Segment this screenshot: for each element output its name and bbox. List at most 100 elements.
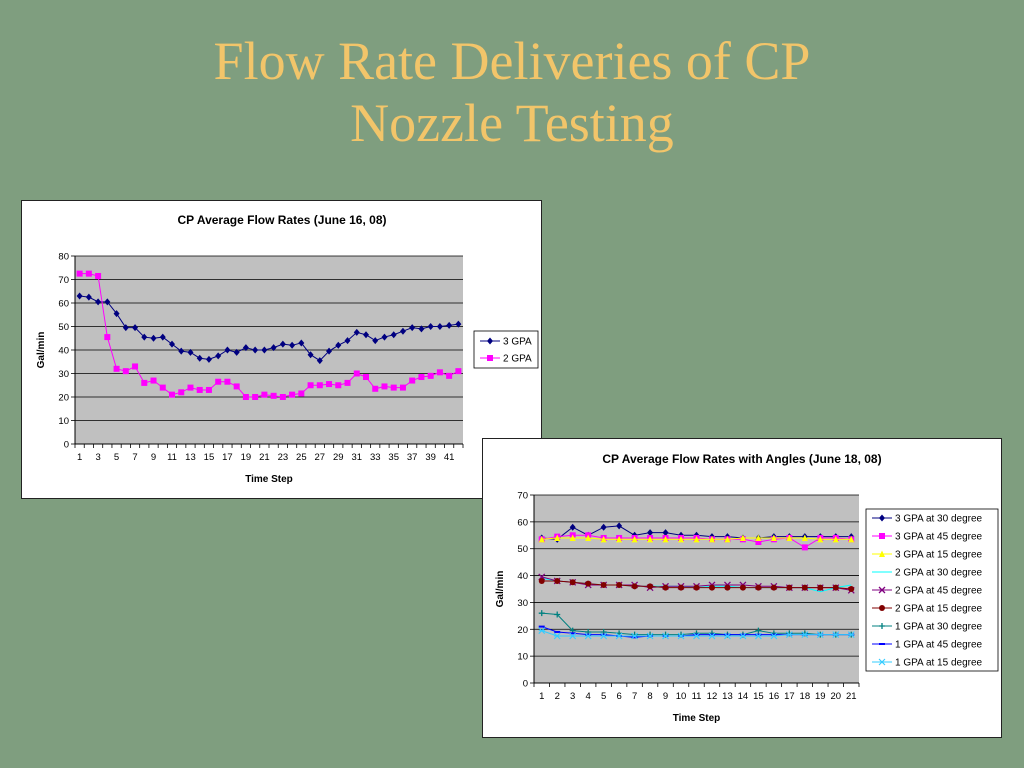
chart-1-series-1-point [150,334,157,342]
chart-2-ytick-label: 0 [523,679,528,690]
chart-june-16-svg: CP Average Flow Rates (June 16, 08) 0 10 20… [36,213,539,485]
chart-1-series-1-point [326,347,333,355]
chart-2-series-9-point [677,632,685,640]
chart-1-series-1-point [242,344,249,352]
chart-2-series-6-point [832,584,839,591]
chart-2-series-3-point [817,535,824,543]
chart-1-series-2-point [427,372,434,379]
chart-2-title: CP Average Flow Rates with Angles (June … [602,452,881,466]
chart-2-legend-marker [879,550,885,557]
chart-1-legend-box [473,330,539,369]
chart-1-series-1-point [261,346,268,354]
chart-1-legend-marker [487,337,493,345]
chart-1-series-1 [76,292,462,365]
chart-1-series-2-point [289,391,296,398]
chart-2-series-9-point [600,632,608,640]
chart-1-series-2-point [95,272,102,279]
chart-1-series-1-point [436,323,443,330]
chart-2-legend-marker [879,533,885,539]
chart-2-series-3-point [554,534,561,541]
chart-2-series-1-point [569,523,576,531]
chart-1-series-2-point [418,374,425,381]
chart-2-series-1-point [647,529,654,537]
chart-2-series-9-point [724,632,731,640]
chart-2-legend-label: 3 GPA at 15 degree [895,550,983,561]
chart-2-legend-marker [879,623,885,629]
chart-1-series-1-point [279,340,286,348]
chart-2-series-3-point [848,535,855,543]
chart-1-series-2 [76,270,462,400]
chart-2-xtick-label: 12 [707,691,718,702]
chart-1-series-1-point [372,337,379,345]
chart-1-series-2-point [446,372,453,379]
chart-2-series-6 [538,577,855,592]
chart-1-ytick-label: 20 [58,393,69,404]
chart-2-xtick-label: 14 [738,691,749,702]
chart-1-series-2-point [436,369,443,376]
chart-1-series-1-point [196,354,203,362]
chart-1-ylabel: Gal/min [36,332,47,369]
chart-1-series-2-point [187,384,194,391]
chart-2-series-6-point [724,584,731,591]
chart-1-series-2-point [122,368,129,375]
slide-title-line-2: Nozzle Testing [350,93,674,153]
chart-1-series-2-point [363,374,369,381]
chart-1-series-1-point [316,357,323,365]
chart-2-xtick-label: 19 [815,691,826,702]
chart-1-title: CP Average Flow Rates (June 16, 08) [178,213,387,227]
chart-2-ytick-label: 70 [517,491,528,502]
chart-1-series-1-point [455,320,462,328]
chart-1-series-1-point [390,331,397,339]
chart-2-xtick-label: 21 [846,691,857,702]
chart-1-xtick-label: 7 [132,452,137,463]
chart-1-series-2-point [298,390,305,397]
chart-2-series-6-point [616,581,623,588]
chart-2-series-3-point [801,534,808,541]
chart-2-series-9-point [538,627,546,635]
chart-2-series-9-point [662,632,669,640]
chart-2-ylabel: Gal/min [495,571,506,608]
chart-1-series-1-point [178,347,185,355]
chart-1-series-1-point [418,325,425,333]
chart-2-series-7-point [755,627,762,634]
chart-2-series-6-point [678,584,685,591]
chart-1-series-1-point [252,346,259,354]
chart-2-xtick-label: 18 [800,691,811,702]
chart-2-series-9-point [553,632,561,640]
slide-title-line-1: Flow Rate Deliveries of CP [213,31,811,91]
chart-1-series-2-point [326,381,333,388]
chart-2-series-3-point [585,534,592,541]
chart-2-series-6-point [739,584,746,591]
chart-2-series-3-point [662,535,669,543]
chart-1-series-2-point [279,394,286,400]
chart-2-xlabel: Time Step [673,713,721,724]
chart-2-legend-marker [879,514,885,522]
chart-1-series-1-point [141,333,148,341]
chart-1-series-1-point [76,292,83,300]
chart-2-legend: 3 GPA at 30 degree 3 GPA at 45 degree 3 GP… [865,508,999,672]
chart-2-xtick-label: 1 [539,691,544,702]
chart-2-series-3-point [538,535,545,543]
chart-1-xtick-label: 39 [425,452,436,463]
chart-1-xtick-label: 29 [333,452,344,463]
chart-1-series-1-point [298,339,305,347]
chart-2-ytick-label: 60 [517,517,528,528]
chart-1-ytick-label: 0 [64,440,69,451]
chart-2-series-6-point [848,586,855,592]
chart-2-series-3-point [770,534,777,541]
chart-2-xtick-label: 7 [632,691,637,702]
chart-1-series-1-point [446,321,453,329]
chart-1-series-2-point [252,394,259,400]
chart-1-series-1-point [169,340,175,348]
chart-1-series-2-point [215,378,222,385]
chart-1-series-1-point [399,327,406,335]
chart-1-series-1-point [132,324,139,332]
chart-2-series-6-point [662,584,669,591]
chart-1-series-2-point [372,385,379,392]
chart-2-series-6-point [770,584,777,591]
chart-2-xtick-label: 8 [647,691,652,702]
chart-2-series-9-point [693,632,700,640]
chart-2-series-2-point [755,539,762,545]
chart-2-series-7-point [538,610,545,617]
chart-1-xtick-label: 31 [351,452,362,463]
